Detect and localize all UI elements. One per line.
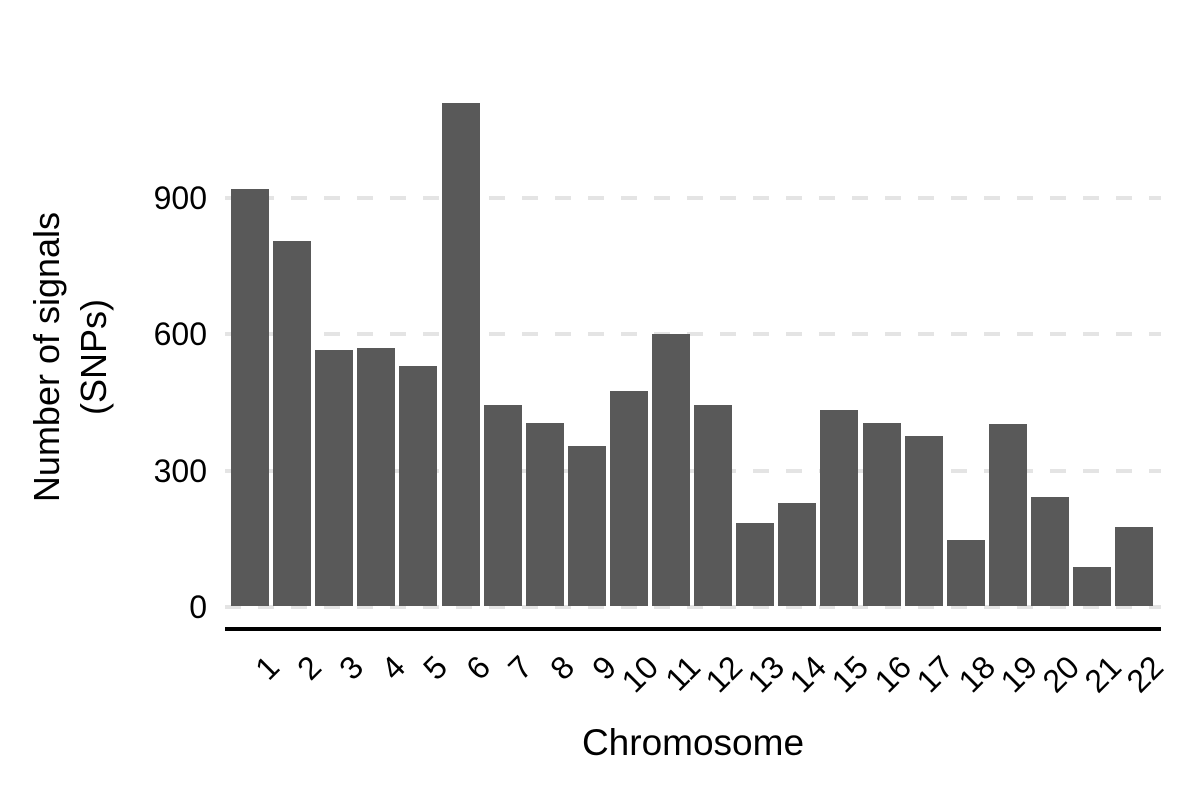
bar-chromosome-11 (652, 334, 690, 606)
bar-chromosome-4 (357, 348, 395, 606)
y-tick-label-900: 900 (153, 180, 207, 216)
bar-chromosome-18 (947, 540, 985, 606)
bar-chromosome-15 (820, 410, 858, 606)
x-axis-title: Chromosome (581, 722, 805, 763)
bar-chromosome-7 (484, 405, 522, 606)
bar-chromosome-1 (231, 189, 269, 606)
bar-chromosome-21 (1073, 567, 1111, 606)
bar-chromosome-8 (526, 423, 564, 606)
gridline-y-300 (225, 468, 1161, 473)
bar-chromosome-22 (1115, 527, 1153, 606)
bar-chromosome-2 (273, 241, 311, 606)
bar-chromosome-6 (442, 103, 480, 606)
y-tick-label-0: 0 (189, 589, 207, 625)
bar-chromosome-16 (863, 423, 901, 606)
plot-area (225, 60, 1161, 609)
bar-chromosome-10 (610, 391, 648, 606)
y-tick-label-600: 600 (153, 316, 207, 353)
bar-chromosome-19 (989, 424, 1027, 606)
x-axis-line (225, 627, 1161, 631)
bar-chromosome-14 (778, 503, 816, 606)
gridline-y-0 (225, 605, 1161, 609)
gridline-y-600 (225, 332, 1161, 337)
bar-chromosome-9 (568, 446, 606, 606)
y-axis-title-line1: Number of signals (26, 211, 67, 503)
bar-chromosome-20 (1031, 497, 1069, 606)
gridline-y-900 (225, 196, 1161, 200)
bar-chromosome-17 (905, 436, 943, 606)
bar-chromosome-13 (736, 523, 774, 606)
bar-chromosome-3 (315, 350, 353, 606)
bar-chromosome-12 (694, 405, 732, 606)
bar-chromosome-5 (399, 366, 437, 606)
y-tick-label-300: 300 (153, 452, 207, 489)
